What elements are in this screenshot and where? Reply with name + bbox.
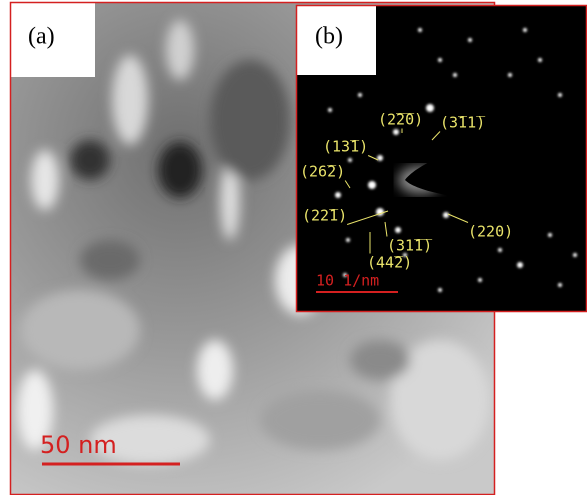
reflection-label: (220) xyxy=(468,223,513,241)
spot xyxy=(335,192,341,198)
reflection-label: (26̅2) xyxy=(300,163,345,181)
spot xyxy=(368,181,376,189)
spot xyxy=(395,227,401,233)
spot xyxy=(453,73,457,77)
reflection-label: (3̅11̅) xyxy=(440,114,486,132)
spot xyxy=(558,93,562,97)
spot xyxy=(393,129,399,135)
panel-label: (a) xyxy=(28,24,55,50)
spot xyxy=(548,233,552,237)
spot xyxy=(517,262,523,268)
spot xyxy=(523,28,527,32)
scale-bar-label: 10 1/nm xyxy=(316,272,379,290)
reflection-label: (13̅1) xyxy=(323,138,368,156)
spot xyxy=(348,158,352,162)
reflection-label: (31̅1̅) xyxy=(387,237,433,255)
panel-label: (b) xyxy=(315,24,343,50)
spot xyxy=(573,253,577,257)
reflection-label: (22̅1) xyxy=(302,207,347,225)
spot xyxy=(438,58,442,62)
spot xyxy=(443,212,449,218)
spot xyxy=(478,278,482,282)
spot xyxy=(468,38,472,42)
reflection-label: (2̅2̅0) xyxy=(378,111,423,129)
figure: (a) 50 nm (b) 10 1/nm (2̅2̅0) (3̅11̅) (13̅… xyxy=(0,0,587,495)
spot xyxy=(538,58,542,62)
spot xyxy=(346,238,350,242)
spot xyxy=(328,108,332,112)
panel-b: (b) 10 1/nm (2̅2̅0) (3̅11̅) (13̅1) (26̅2) (2… xyxy=(296,5,587,312)
scale-bar-label: 50 nm xyxy=(40,431,117,459)
spot xyxy=(508,73,512,77)
spot xyxy=(358,93,362,97)
spot xyxy=(558,283,562,287)
spot xyxy=(438,288,442,292)
spot xyxy=(418,28,422,32)
reflection-label: (44̅2) xyxy=(367,254,412,272)
spot xyxy=(426,104,434,112)
spot xyxy=(498,248,502,252)
